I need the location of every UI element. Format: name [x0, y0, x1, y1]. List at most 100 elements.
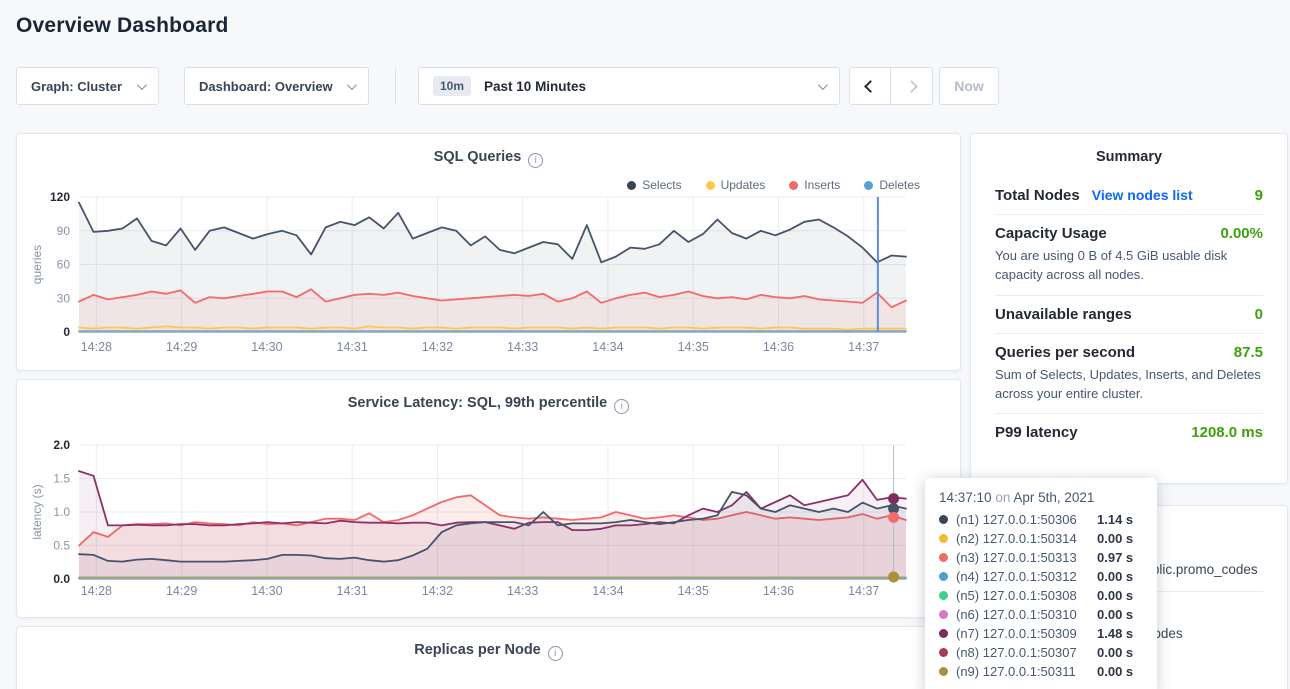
- series-color-dot: [939, 572, 948, 581]
- svg-text:120: 120: [50, 190, 70, 204]
- svg-text:14:36: 14:36: [763, 584, 794, 598]
- summary-row-description: Sum of Selects, Updates, Inserts, and De…: [995, 366, 1263, 404]
- tooltip-node-value: 0.00 s: [1097, 588, 1143, 603]
- chevron-down-icon: [347, 80, 357, 90]
- svg-text:14:36: 14:36: [763, 340, 794, 354]
- replicas-per-node-chart-card: Replicas per Node i: [16, 626, 961, 689]
- svg-text:14:32: 14:32: [422, 584, 453, 598]
- tooltip-row: (n1) 127.0.0.1:503061.14 s: [939, 512, 1143, 527]
- svg-text:0.0: 0.0: [53, 572, 70, 586]
- svg-text:14:35: 14:35: [678, 340, 709, 354]
- chart-title-sql: SQL Queriesi: [17, 149, 960, 168]
- svg-text:14:30: 14:30: [251, 584, 282, 598]
- svg-text:1.0: 1.0: [53, 505, 70, 519]
- info-icon[interactable]: i: [528, 153, 543, 168]
- summary-row-value: 87.5: [1234, 344, 1263, 361]
- tooltip-row: (n8) 127.0.0.1:503070.00 s: [939, 645, 1143, 660]
- now-button[interactable]: Now: [939, 67, 999, 105]
- tooltip-node-label: (n5) 127.0.0.1:50308: [956, 588, 1077, 603]
- summary-row-value: 9: [1255, 187, 1263, 204]
- tooltip-timestamp: 14:37:10 on Apr 5th, 2021: [939, 490, 1143, 505]
- controls-bar: Graph: Cluster Dashboard: Overview 10m P…: [16, 67, 1288, 105]
- svg-text:14:33: 14:33: [507, 340, 538, 354]
- summary-row: Capacity Usage0.00%You are using 0 B of …: [995, 214, 1263, 295]
- chevron-right-icon: [905, 80, 918, 93]
- service-latency-chart[interactable]: 14:28 14:29 14:30 14:31 14:32 14:33 14:34 14:35…: [17, 430, 962, 616]
- chart-title-text: Replicas per Node: [414, 642, 541, 658]
- tooltip-row: (n3) 127.0.0.1:50313 0.97 s: [939, 550, 1143, 565]
- time-range-badge: 10m: [433, 76, 471, 96]
- chevron-down-icon: [137, 80, 147, 90]
- svg-text:14:37: 14:37: [848, 584, 879, 598]
- series-color-dot: [939, 534, 948, 543]
- svg-text:14:35: 14:35: [678, 584, 709, 598]
- view-nodes-list-link[interactable]: View nodes list: [1092, 187, 1193, 203]
- page-title: Overview Dashboard: [16, 14, 229, 38]
- tooltip-row: (n9) 127.0.0.1:503110.00 s: [939, 664, 1143, 679]
- svg-text:14:29: 14:29: [166, 584, 197, 598]
- tooltip-node-label: (n7) 127.0.0.1:50309: [956, 626, 1077, 641]
- tooltip-node-value: 0.00 s: [1097, 531, 1143, 546]
- series-color-dot: [939, 553, 948, 562]
- summary-rows: Total Nodes View nodes list 9 Capacity Usag…: [995, 177, 1263, 451]
- tooltip-date: Apr 5th, 2021: [1013, 490, 1094, 505]
- time-prev-button[interactable]: [849, 67, 891, 105]
- summary-row-label: P99 latency: [995, 424, 1078, 441]
- sql-queries-chart[interactable]: 14:2814:2914:3014:3114:3214:3314:3414:35…: [17, 184, 962, 370]
- svg-text:14:28: 14:28: [81, 340, 112, 354]
- svg-text:90: 90: [57, 224, 71, 238]
- time-range-label: Past 10 Minutes: [484, 79, 586, 94]
- tooltip-node-value: 1.48 s: [1097, 626, 1143, 641]
- series-color-dot: [939, 667, 948, 676]
- chevron-down-icon: [818, 80, 828, 90]
- tooltip-node-label: (n4) 127.0.0.1:50312: [956, 569, 1077, 584]
- tooltip-row: (n4) 127.0.0.1:50312 0.00 s: [939, 569, 1143, 584]
- tooltip-node-value: 0.00 s: [1097, 569, 1143, 584]
- tooltip-node-value: 0.97 s: [1097, 550, 1143, 565]
- tooltip-node-value: 1.14 s: [1097, 512, 1143, 527]
- tooltip-node-label: (n9) 127.0.0.1:50311: [956, 664, 1076, 679]
- tooltip-node-label: (n3) 127.0.0.1:50313: [956, 550, 1077, 565]
- svg-text:30: 30: [57, 291, 71, 305]
- svg-text:14:33: 14:33: [507, 584, 538, 598]
- time-next-button[interactable]: [891, 67, 933, 105]
- svg-text:60: 60: [57, 258, 71, 272]
- summary-row: Unavailable ranges 0: [995, 295, 1263, 333]
- dashboard-dropdown[interactable]: Dashboard: Overview: [184, 67, 369, 105]
- svg-text:latency (s): latency (s): [30, 484, 44, 539]
- svg-text:14:28: 14:28: [81, 584, 112, 598]
- overview-dashboard-page: Overview Dashboard Graph: Cluster Dashbo…: [0, 0, 1290, 689]
- tooltip-node-label: (n6) 127.0.0.1:50310: [956, 607, 1077, 622]
- summary-title: Summary: [995, 149, 1263, 165]
- summary-panel: Summary Total Nodes View nodes list 9 Capac…: [970, 133, 1288, 484]
- tooltip-node-value: 0.00 s: [1097, 645, 1143, 660]
- summary-row-label: Unavailable ranges: [995, 306, 1132, 323]
- info-icon[interactable]: i: [614, 399, 629, 414]
- summary-row: P99 latency 1208.0 ms: [995, 413, 1263, 451]
- graph-dropdown[interactable]: Graph: Cluster: [16, 67, 159, 105]
- series-color-dot: [939, 648, 948, 657]
- info-icon[interactable]: i: [548, 646, 563, 661]
- summary-row-value: 0: [1255, 306, 1263, 323]
- svg-text:14:29: 14:29: [166, 340, 197, 354]
- series-color-dot: [939, 610, 948, 619]
- svg-text:14:31: 14:31: [337, 340, 368, 354]
- svg-text:14:31: 14:31: [337, 584, 368, 598]
- summary-row-label: Total Nodes: [995, 187, 1080, 204]
- divider: [395, 67, 396, 105]
- tooltip-row: (n2) 127.0.0.1:503140.00 s: [939, 531, 1143, 546]
- tooltip-time: 14:37:10: [939, 490, 992, 505]
- chart-canvas-sql[interactable]: 14:2814:2914:3014:3114:3214:3314:3414:35…: [17, 184, 962, 370]
- summary-row-value: 1208.0 ms: [1191, 424, 1263, 441]
- svg-text:0.5: 0.5: [53, 539, 70, 553]
- tooltip-row: (n7) 127.0.0.1:50309 1.48 s: [939, 626, 1143, 641]
- tooltip-node-value: 0.00 s: [1097, 607, 1143, 622]
- chart-title-latency: Service Latency: SQL, 99th percentilei: [17, 395, 960, 414]
- chart-hover-tooltip: 14:37:10 on Apr 5th, 2021 (n1) 127.0.0.1…: [925, 478, 1157, 689]
- summary-row-label: Queries per second: [995, 344, 1135, 361]
- svg-text:14:37: 14:37: [848, 340, 879, 354]
- svg-text:14:34: 14:34: [592, 584, 623, 598]
- series-color-dot: [939, 591, 948, 600]
- time-range-dropdown[interactable]: 10m Past 10 Minutes: [418, 67, 840, 105]
- chart-canvas-latency[interactable]: 14:28 14:29 14:30 14:31 14:32 14:33 14:34 14:35…: [17, 430, 962, 616]
